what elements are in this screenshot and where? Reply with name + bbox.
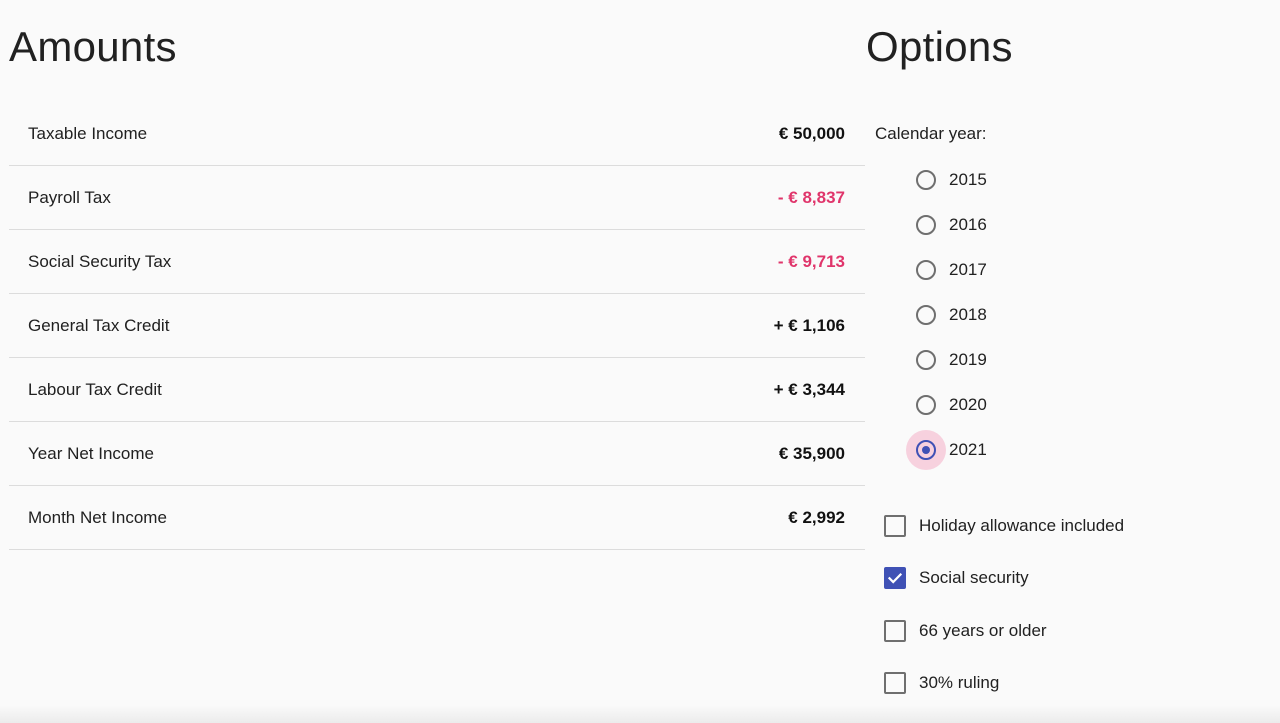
amount-value: + € 1,106	[773, 315, 845, 335]
checkbox-66-or-older[interactable]: 66 years or older	[884, 605, 1124, 657]
amount-value: - € 9,713	[777, 251, 845, 271]
amount-row-year-net-income: Year Net Income € 35,900	[9, 422, 865, 486]
radio-year-2015[interactable]: 2015	[906, 157, 987, 202]
check-icon	[887, 573, 903, 585]
amount-row-social-security-tax: Social Security Tax - € 9,713	[9, 230, 865, 294]
amount-label: General Tax Credit	[28, 315, 170, 335]
radio-label[interactable]: 2020	[949, 394, 987, 414]
radio-year-2017[interactable]: 2017	[906, 247, 987, 292]
options-title: Options	[866, 23, 1013, 70]
radio-year-2016[interactable]: 2016	[906, 202, 987, 247]
amount-value: € 2,992	[788, 507, 845, 527]
radio-year-2020[interactable]: 2020	[906, 382, 987, 427]
radio-button-icon[interactable]	[906, 385, 946, 425]
radio-button-icon[interactable]	[906, 160, 946, 200]
amount-label: Labour Tax Credit	[28, 379, 162, 399]
bottom-shadow	[0, 705, 1280, 723]
radio-button-selected-icon[interactable]	[906, 429, 946, 470]
radio-label[interactable]: 2017	[949, 259, 987, 279]
amount-label: Year Net Income	[28, 443, 154, 463]
checkbox-icon[interactable]	[884, 515, 906, 538]
radio-label[interactable]: 2016	[949, 214, 987, 234]
radio-button-icon[interactable]	[906, 295, 946, 335]
radio-label[interactable]: 2018	[949, 304, 987, 324]
amount-label: Payroll Tax	[28, 187, 111, 207]
radio-year-2021[interactable]: 2021	[906, 427, 987, 472]
checkbox-holiday-allowance[interactable]: Holiday allowance included	[884, 500, 1124, 552]
radio-year-2018[interactable]: 2018	[906, 292, 987, 337]
calendar-year-label: Calendar year:	[875, 124, 987, 143]
checkbox-label[interactable]: 66 years or older	[919, 620, 1047, 640]
options-checkbox-group: Holiday allowance included Social securi…	[884, 500, 1124, 709]
amount-row-general-tax-credit: General Tax Credit + € 1,106	[9, 294, 865, 358]
amount-row-month-net-income: Month Net Income € 2,992	[9, 486, 865, 550]
radio-year-2019[interactable]: 2019	[906, 337, 987, 382]
radio-button-icon[interactable]	[906, 205, 946, 245]
checkbox-icon[interactable]	[884, 672, 906, 695]
checkbox-30-percent-ruling[interactable]: 30% ruling	[884, 657, 1124, 709]
checkbox-social-security[interactable]: Social security	[884, 552, 1124, 604]
amount-value: € 35,900	[778, 443, 845, 463]
amounts-list: Taxable Income € 50,000 Payroll Tax - € …	[9, 102, 865, 550]
amount-row-taxable-income: Taxable Income € 50,000	[9, 102, 865, 166]
radio-label[interactable]: 2021	[949, 439, 987, 459]
radio-button-icon[interactable]	[906, 250, 946, 290]
amount-value: € 50,000	[778, 123, 845, 143]
radio-label[interactable]: 2015	[949, 169, 987, 189]
calendar-year-radio-group: 2015 2016 2017 2018 2019 2020	[906, 157, 987, 472]
radio-button-icon[interactable]	[906, 340, 946, 380]
amount-label: Taxable Income	[28, 123, 148, 143]
amount-value: - € 8,837	[777, 187, 845, 207]
checkbox-checked-icon[interactable]	[884, 567, 906, 590]
amount-value: + € 3,344	[773, 379, 845, 399]
checkbox-label[interactable]: Holiday allowance included	[919, 516, 1125, 536]
amount-row-labour-tax-credit: Labour Tax Credit + € 3,344	[9, 358, 865, 422]
amount-label: Social Security Tax	[28, 251, 172, 271]
checkbox-icon[interactable]	[884, 619, 906, 642]
amount-row-payroll-tax: Payroll Tax - € 8,837	[9, 166, 865, 230]
checkbox-label[interactable]: Social security	[919, 568, 1029, 588]
checkbox-label[interactable]: 30% ruling	[919, 673, 1000, 693]
amount-label: Month Net Income	[28, 507, 167, 527]
options-section: Options Calendar year: 2015 2016 2017 20…	[866, 0, 1280, 723]
amounts-title: Amounts	[9, 23, 177, 70]
radio-label[interactable]: 2019	[949, 349, 987, 369]
